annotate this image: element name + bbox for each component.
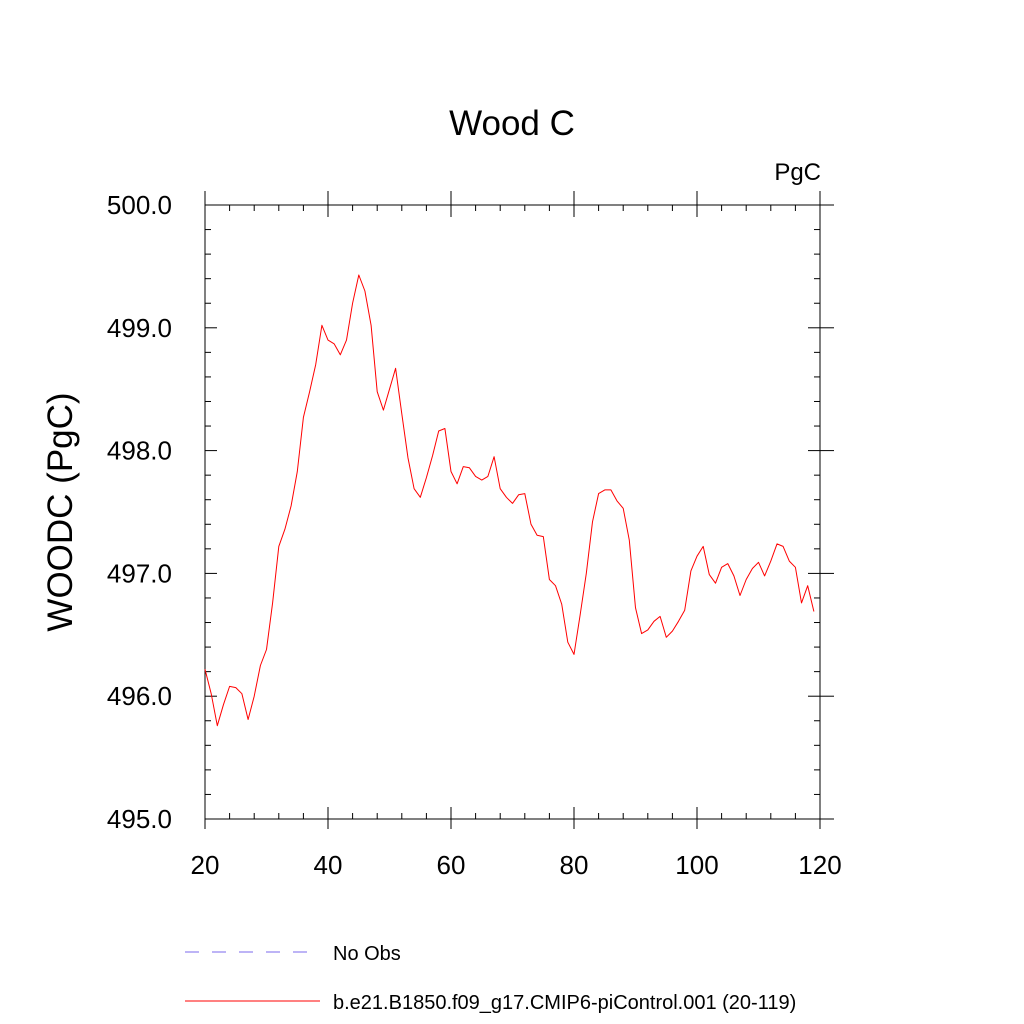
series-group	[204, 274, 815, 727]
plot-frame	[204, 204, 821, 820]
y-tick-label: 497.0	[107, 558, 172, 588]
x-tick-label: 20	[191, 850, 220, 880]
x-tick-labels: 20 40 60 80 100 120	[191, 850, 842, 880]
legend: No Obs b.e21.B1850.f09_g17.CMIP6-piContr…	[185, 943, 796, 1014]
series-line	[204, 274, 815, 727]
x-tick-label: 60	[437, 850, 466, 880]
major-ticks	[204, 191, 834, 829]
x-tick-label: 120	[798, 850, 841, 880]
legend-obs-label: No Obs	[333, 943, 401, 965]
x-tick-label: 80	[560, 850, 589, 880]
legend-series-label: b.e21.B1850.f09_g17.CMIP6-piControl.001 …	[333, 992, 796, 1014]
units-label: PgC	[774, 159, 821, 186]
y-tick-label: 499.0	[107, 313, 172, 343]
minor-ticks	[205, 205, 820, 819]
x-tick-label: 100	[675, 850, 718, 880]
y-tick-label: 495.0	[107, 804, 172, 834]
x-tick-label: 40	[314, 850, 343, 880]
chart-title: Wood C	[449, 104, 575, 143]
y-tick-label: 496.0	[107, 681, 172, 711]
y-tick-label: 500.0	[107, 190, 172, 220]
y-axis-label: WOODC (PgC)	[41, 392, 80, 631]
y-tick-label: 498.0	[107, 436, 172, 466]
y-tick-labels: 495.0 496.0 497.0 498.0 499.0 500.0	[107, 190, 172, 834]
